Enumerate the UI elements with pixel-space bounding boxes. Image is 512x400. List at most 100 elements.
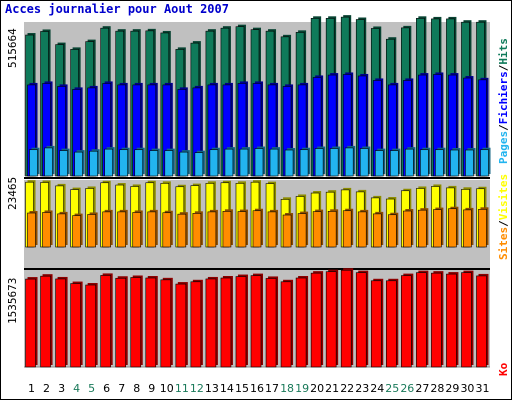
day-label-11: 11	[174, 382, 189, 395]
day-label-20: 20	[310, 382, 325, 395]
bar-pages-day-20	[314, 148, 324, 177]
bar-pages-day-18	[284, 149, 294, 177]
bar-pages-day-29	[450, 149, 459, 177]
bar-sites-day-3	[57, 213, 66, 248]
bar-sites-day-25	[387, 214, 397, 248]
y-max-label-visites: 23465	[6, 176, 19, 210]
bar-pages-day-27	[420, 149, 429, 177]
bar-ko-day-2	[40, 275, 51, 368]
day-label-24: 24	[370, 382, 385, 395]
bar-ko-day-19	[295, 277, 307, 368]
day-label-23: 23	[355, 382, 370, 395]
legend-pages: Pages	[497, 130, 510, 164]
bar-ko-day-10	[160, 279, 172, 368]
day-label-26: 26	[400, 382, 415, 395]
day-label-15: 15	[234, 382, 249, 395]
bar-sites-day-27	[418, 209, 427, 248]
bar-pages-day-19	[299, 149, 309, 177]
bar-ko-day-27	[416, 272, 427, 368]
bar-sites-day-15	[237, 211, 247, 248]
day-label-17: 17	[265, 382, 280, 395]
bar-pages-day-4	[74, 151, 83, 177]
day-label-1: 1	[28, 382, 36, 395]
day-label-5: 5	[88, 382, 96, 395]
bar-ko-day-18	[280, 281, 292, 368]
bar-ko-day-17	[265, 278, 277, 368]
bar-sites-day-13	[207, 211, 217, 248]
bar-pages-day-5	[89, 150, 98, 177]
bar-sites-day-2	[42, 212, 51, 248]
bar-ko-day-13	[205, 278, 217, 368]
bar-pages-day-3	[59, 150, 68, 177]
day-label-18: 18	[280, 382, 295, 395]
day-label-14: 14	[219, 382, 234, 395]
day-label-9: 9	[148, 382, 156, 395]
bar-pages-day-26	[405, 148, 414, 177]
bar-sites-day-26	[403, 210, 412, 248]
bar-sites-day-4	[72, 215, 81, 248]
bar-pages-day-6	[104, 148, 113, 177]
bar-sites-day-23	[357, 211, 367, 248]
bar-pages-day-10	[164, 150, 174, 177]
bar-pages-day-12	[194, 152, 204, 177]
bar-ko-day-8	[130, 277, 142, 368]
bar-ko-day-12	[190, 281, 202, 368]
day-label-8: 8	[133, 382, 141, 395]
bar-pages-day-31	[480, 149, 489, 177]
day-label-30: 30	[460, 382, 475, 395]
day-label-6: 6	[103, 382, 111, 395]
bar-ko-day-14	[220, 277, 232, 368]
bar-pages-day-30	[465, 149, 474, 177]
bar-ko-day-9	[145, 277, 157, 368]
day-label-25: 25	[385, 382, 400, 395]
bar-sites-day-1	[27, 212, 36, 248]
legend-hits: Hits	[497, 38, 510, 65]
bar-pages-day-1	[29, 149, 38, 177]
day-label-22: 22	[340, 382, 355, 395]
bar-sites-day-10	[162, 212, 172, 248]
legend-separator: /	[497, 64, 510, 72]
bar-ko-day-29	[446, 273, 457, 368]
day-label-2: 2	[43, 382, 51, 395]
bar-sites-day-31	[478, 209, 487, 248]
y-max-label-ko: 1535673	[6, 277, 19, 324]
bar-sites-day-18	[282, 214, 292, 248]
bar-pages-day-23	[359, 148, 369, 177]
day-label-29: 29	[445, 382, 460, 395]
bar-pages-day-15	[239, 148, 249, 177]
bar-ko-day-31	[476, 275, 487, 368]
bar-ko-day-6	[100, 275, 111, 368]
chart-title: Acces journalier pour Aout 2007	[5, 2, 229, 16]
bar-ko-day-1	[25, 278, 36, 368]
day-label-27: 27	[415, 382, 430, 395]
day-label-4: 4	[73, 382, 81, 395]
bar-ko-day-28	[431, 272, 442, 368]
bar-ko-day-7	[115, 277, 127, 368]
y-max-label-hits: 515664	[6, 28, 19, 68]
bar-ko-day-4	[70, 283, 81, 368]
bar-sites-day-11	[177, 213, 187, 248]
legend-separator: /	[497, 124, 510, 131]
plot-area-gap	[24, 247, 490, 270]
bar-ko-day-22	[340, 269, 352, 368]
bar-pages-day-22	[344, 147, 354, 177]
day-label-19: 19	[295, 382, 310, 395]
day-label-12: 12	[189, 382, 204, 395]
day-label-16: 16	[250, 382, 264, 395]
bar-sites-day-14	[222, 211, 232, 248]
legend-visites: Visites	[497, 173, 510, 221]
bar-sites-day-6	[102, 211, 111, 248]
bar-sites-day-19	[297, 213, 307, 248]
bar-sites-day-21	[327, 211, 337, 248]
bar-pages-day-7	[119, 149, 129, 177]
bar-pages-day-8	[134, 149, 144, 177]
bar-sites-day-17	[267, 211, 277, 248]
bar-pages-day-9	[149, 150, 159, 177]
bar-sites-day-29	[448, 208, 457, 248]
legend-panel-0: Pages/Fichiers/Hits	[497, 38, 510, 164]
bar-pages-day-21	[329, 148, 339, 177]
day-label-7: 7	[118, 382, 126, 395]
bar-pages-day-16	[254, 148, 264, 177]
day-label-3: 3	[58, 382, 66, 395]
